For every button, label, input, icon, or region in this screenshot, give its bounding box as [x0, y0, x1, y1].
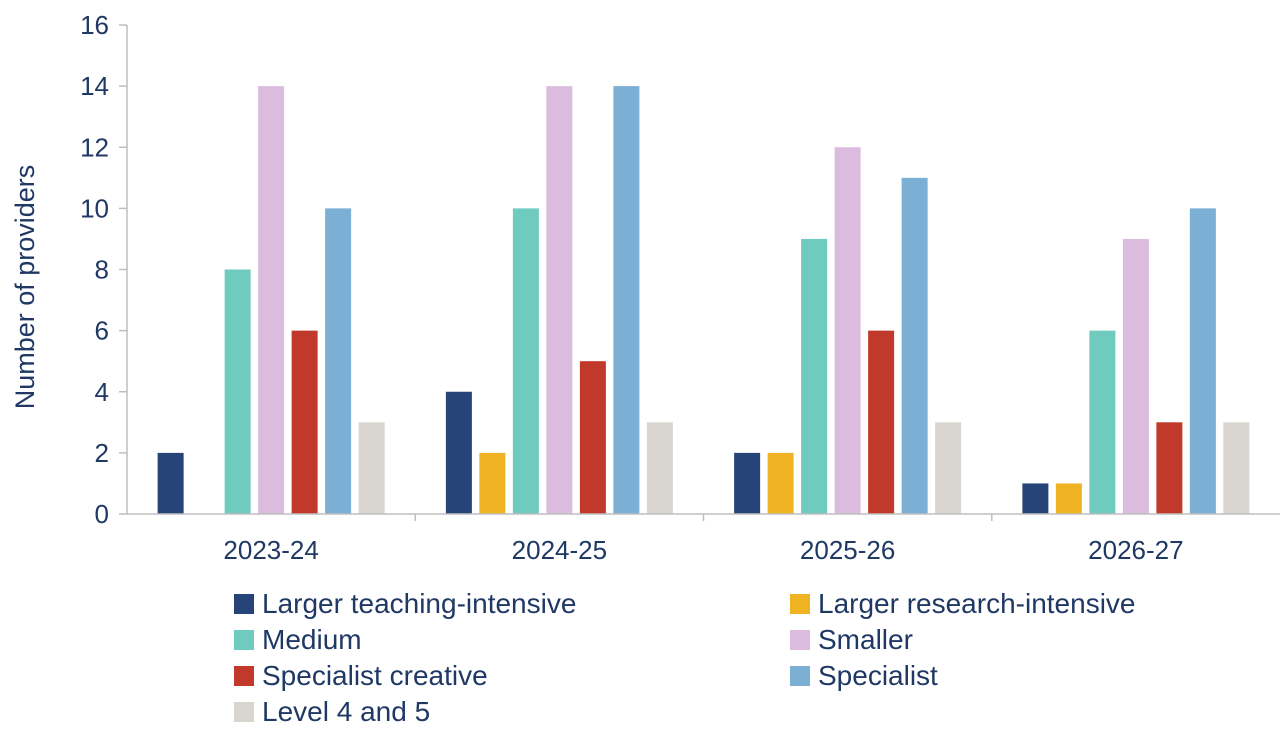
legend-label: Larger research-intensive [818, 588, 1136, 619]
y-tick-label: 12 [80, 132, 109, 162]
legend-swatch [790, 666, 810, 686]
legend: Larger teaching-intensive Larger research… [234, 586, 1274, 730]
bar-smaller-2023-24 [258, 86, 285, 514]
x-axis-ticks: 2023-24 2024-25 2025-26 2026-27 [223, 514, 1184, 565]
bar-specialist-creative-2026-27 [1156, 422, 1183, 514]
bar-larger-research-intensive-2025-26 [767, 452, 794, 514]
legend-swatch [234, 630, 254, 650]
bar-specialist-creative-2024-25 [579, 361, 606, 514]
bar-larger-research-intensive-2024-25 [479, 452, 506, 514]
legend-label: Level 4 and 5 [262, 696, 431, 727]
legend-item: Specialist creative [234, 658, 790, 694]
bar-smaller-2026-27 [1122, 238, 1149, 514]
legend-swatch [790, 630, 810, 650]
legend-label: Specialist [818, 660, 938, 691]
bar-specialist-2024-25 [613, 86, 640, 514]
legend-swatch [234, 594, 254, 614]
bar-medium-2024-25 [512, 208, 539, 514]
bar-specialist-2023-24 [325, 208, 352, 514]
bar-specialist-2026-27 [1189, 208, 1216, 514]
bar-smaller-2025-26 [834, 147, 861, 514]
bar-larger-teaching-intensive-2026-27 [1022, 483, 1049, 514]
legend-swatch [790, 594, 810, 614]
bar-larger-teaching-intensive-2024-25 [445, 391, 472, 514]
legend-label: Smaller [818, 624, 913, 655]
y-tick-label: 14 [80, 71, 109, 101]
legend-item: Level 4 and 5 [234, 694, 790, 730]
bar-larger-teaching-intensive-2023-24 [157, 452, 184, 514]
legend-item: Specialist [790, 658, 1260, 694]
bar-smaller-2024-25 [546, 86, 573, 514]
bar-level-4-and-5-2023-24 [358, 422, 385, 514]
legend-label: Larger teaching-intensive [262, 588, 577, 619]
legend-swatch [234, 666, 254, 686]
legend-item: Smaller [790, 622, 1260, 658]
legend-swatch [234, 702, 254, 722]
bar-larger-research-intensive-2026-27 [1055, 483, 1082, 514]
y-axis-ticks: 0 2 4 6 8 10 12 14 16 [80, 10, 127, 529]
x-tick-label: 2025-26 [800, 535, 895, 565]
x-tick-label: 2024-25 [512, 535, 607, 565]
bar-level-4-and-5-2026-27 [1223, 422, 1250, 514]
x-tick-label: 2023-24 [223, 535, 318, 565]
y-tick-label: 0 [95, 499, 109, 529]
bar-medium-2023-24 [224, 269, 251, 514]
y-axis-label: Number of providers [10, 165, 40, 410]
legend-label: Medium [262, 624, 362, 655]
bar-level-4-and-5-2024-25 [646, 422, 673, 514]
y-tick-label: 6 [95, 316, 109, 346]
y-tick-label: 2 [95, 438, 109, 468]
bars [157, 86, 1250, 514]
legend-label: Specialist creative [262, 660, 488, 691]
y-tick-label: 10 [80, 193, 109, 223]
bar-specialist-creative-2025-26 [868, 330, 895, 514]
y-tick-label: 8 [95, 255, 109, 285]
x-tick-label: 2026-27 [1088, 535, 1183, 565]
bar-chart: 0 2 4 6 8 10 12 14 16 Number of providers 2023-2… [10, 10, 1280, 565]
bar-specialist-creative-2023-24 [291, 330, 318, 514]
bar-larger-teaching-intensive-2025-26 [734, 452, 761, 514]
legend-item: Medium [234, 622, 790, 658]
y-tick-label: 16 [80, 10, 109, 40]
bar-medium-2025-26 [801, 238, 828, 514]
bar-specialist-2025-26 [901, 177, 928, 514]
y-tick-label: 4 [95, 377, 109, 407]
bar-level-4-and-5-2025-26 [935, 422, 962, 514]
legend-item: Larger teaching-intensive [234, 586, 790, 622]
legend-item: Larger research-intensive [790, 586, 1260, 622]
bar-medium-2026-27 [1089, 330, 1116, 514]
